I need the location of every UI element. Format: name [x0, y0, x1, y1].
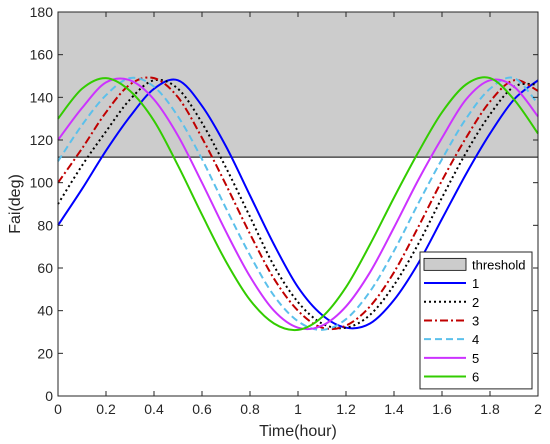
y-tick-label: 40: [37, 303, 53, 319]
y-axis-label: Fai(deg): [7, 174, 24, 234]
legend: threshold 1 2 3 4 5 6: [419, 251, 533, 390]
legend-label-threshold: threshold: [472, 257, 525, 272]
x-tick-label: 1.2: [336, 401, 356, 417]
series-line-6: [57, 76, 539, 332]
legend-label-5: 5: [472, 351, 479, 366]
legend-swatch-threshold: [423, 257, 467, 271]
x-tick-label: 0.6: [192, 401, 212, 417]
legend-label-4: 4: [472, 332, 479, 347]
axis-ticks: 0 0.2 0.4 0.6 0.8 1 1.2 1.4 1.6 1.8 20204060801001…: [30, 4, 542, 417]
x-axis-label: Time(hour): [259, 423, 337, 440]
legend-label-2: 2: [472, 295, 479, 310]
series-layer: [57, 76, 539, 332]
x-tick-label: 1.6: [432, 401, 452, 417]
x-tick-label: 1.8: [480, 401, 500, 417]
series-line-5: [57, 77, 539, 331]
y-tick-label: 140: [30, 89, 54, 105]
x-tick-label: 0.2: [96, 401, 116, 417]
series-line-3: [57, 76, 539, 331]
x-tick-label: 1.4: [384, 401, 404, 417]
legend-label-6: 6: [472, 370, 479, 385]
y-tick-label: 180: [30, 4, 54, 20]
x-tick-label: 0: [54, 401, 62, 417]
legend-box: [419, 251, 533, 390]
x-tick-label: 0.8: [240, 401, 260, 417]
y-tick-label: 160: [30, 47, 54, 63]
x-tick-label: 2: [534, 401, 542, 417]
y-tick-label: 120: [30, 132, 54, 148]
y-tick-label: 60: [37, 260, 53, 276]
x-tick-label: 0.4: [144, 401, 164, 417]
legend-label-1: 1: [472, 276, 479, 291]
y-tick-label: 20: [37, 345, 53, 361]
y-tick-label: 80: [37, 217, 53, 233]
y-tick-label: 0: [45, 388, 53, 404]
x-tick-label: 1: [294, 401, 302, 417]
y-tick-label: 100: [30, 175, 54, 191]
series-line-1: [57, 78, 539, 330]
legend-label-3: 3: [472, 313, 479, 328]
